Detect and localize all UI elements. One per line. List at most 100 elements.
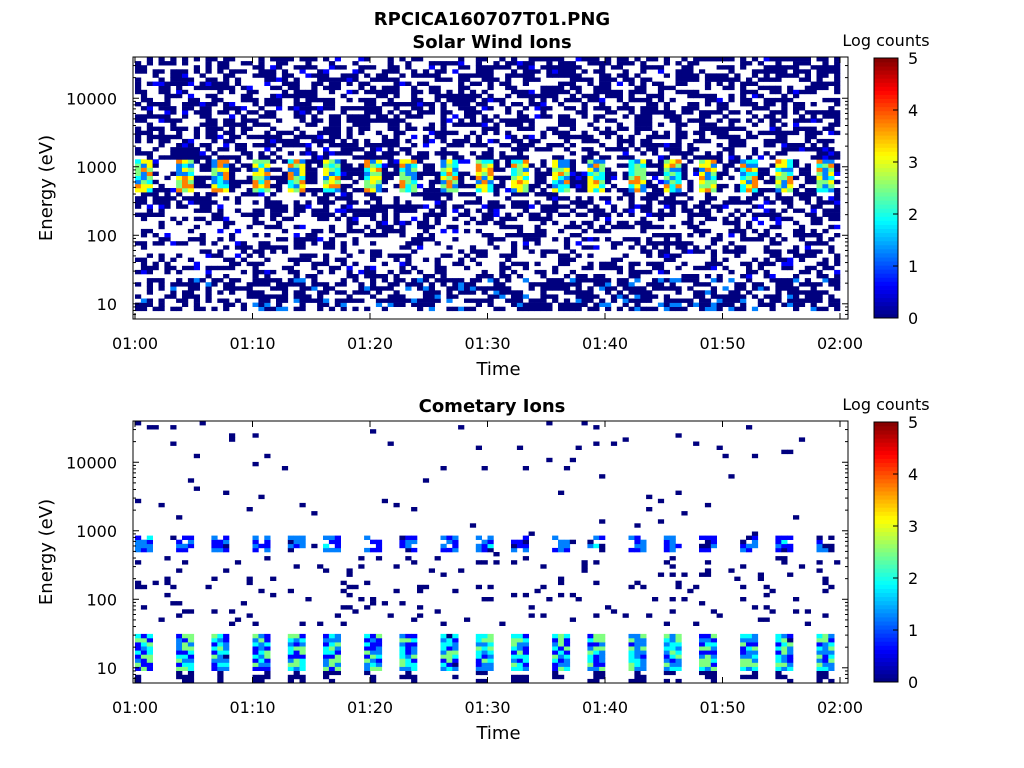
heatmap-cell (287, 678, 294, 684)
heatmap-cell (217, 69, 224, 74)
heatmap-cell (399, 265, 406, 271)
heatmap-cell (828, 188, 835, 193)
heatmap-cell (781, 261, 788, 267)
heatmap-cell (323, 642, 330, 647)
heatmap-cell (387, 147, 394, 152)
heatmap-cell (593, 306, 600, 312)
heatmap-cell (252, 249, 259, 254)
heatmap-cell (716, 81, 723, 86)
heatmap-cell (440, 535, 447, 540)
heatmap-cell (323, 658, 330, 663)
heatmap-cell (587, 196, 594, 201)
heatmap-cell (452, 114, 459, 119)
heatmap-cell (334, 670, 341, 676)
heatmap-cell (511, 666, 518, 671)
heatmap-cell (834, 57, 841, 62)
heatmap-cell (469, 93, 477, 99)
heatmap-cell (640, 539, 647, 545)
heatmap-cell (516, 650, 524, 655)
heatmap-cell (311, 151, 318, 156)
heatmap-cell (634, 547, 641, 553)
heatmap-cell (751, 151, 759, 156)
heatmap-cell (540, 294, 547, 299)
heatmap-cell (781, 163, 788, 168)
colorbar-step (874, 285, 898, 290)
heatmap-cell (793, 290, 800, 295)
heatmap-cell (428, 126, 435, 131)
heatmap-cell (452, 130, 459, 136)
heatmap-cell (405, 269, 412, 275)
heatmap-cell (211, 282, 218, 287)
heatmap-cell (528, 102, 535, 107)
heatmap-cell (781, 183, 788, 189)
heatmap-cell (434, 192, 441, 197)
heatmap-cell (546, 106, 553, 111)
heatmap-cell (699, 200, 706, 205)
heatmap-cell (182, 678, 189, 684)
heatmap-cell (493, 126, 500, 131)
heatmap-cell (640, 167, 647, 172)
heatmap-cell (798, 196, 806, 201)
heatmap-cell (440, 654, 447, 659)
heatmap-cell (187, 278, 195, 283)
heatmap-cell (187, 200, 195, 205)
heatmap-cell (734, 294, 741, 299)
heatmap-cell (205, 118, 212, 123)
heatmap-cell (440, 151, 447, 156)
heatmap-cell (258, 134, 265, 140)
heatmap-cell (552, 200, 559, 205)
heatmap-cell (699, 134, 706, 140)
heatmap-cell (828, 302, 835, 307)
heatmap-cell (599, 302, 606, 307)
heatmap-cell (622, 114, 629, 119)
heatmap-cell (781, 216, 788, 222)
heatmap-cell (834, 200, 841, 205)
heatmap-cell (182, 106, 189, 111)
heatmap-cell (628, 245, 635, 250)
heatmap-cell (252, 642, 259, 647)
heatmap-cell (516, 122, 524, 127)
heatmap-cell (164, 118, 171, 123)
heatmap-cell (563, 241, 571, 246)
heatmap-cell (287, 269, 294, 275)
heatmap-cell (364, 535, 371, 540)
heatmap-cell (499, 183, 506, 189)
heatmap-cell (229, 171, 236, 176)
heatmap-cell (299, 286, 306, 291)
heatmap-cell (475, 143, 482, 148)
heatmap-cell (563, 134, 571, 140)
heatmap-cell (622, 220, 629, 226)
heatmap-cell (699, 126, 706, 131)
heatmap-cell (381, 601, 388, 606)
heatmap-cell (605, 237, 612, 242)
heatmap-cell (816, 261, 823, 267)
heatmap-cell (552, 638, 559, 643)
heatmap-cell (575, 57, 582, 62)
heatmap-cell (540, 306, 547, 312)
heatmap-cell (693, 282, 700, 287)
heatmap-cell (593, 294, 600, 299)
colorbar-step (874, 66, 898, 71)
heatmap-cell (182, 290, 189, 295)
heatmap-cell (505, 233, 512, 238)
heatmap-cell (405, 674, 412, 680)
heatmap-cell (704, 183, 712, 189)
heatmap-cell (135, 658, 142, 663)
heatmap-cell (499, 151, 506, 156)
heatmap-cell (405, 147, 412, 152)
heatmap-cell (704, 208, 712, 213)
y-axis-label: Energy (eV) (36, 135, 57, 241)
heatmap-cell (176, 269, 183, 275)
heatmap-cell (328, 192, 336, 197)
heatmap-cell (822, 126, 829, 131)
heatmap-cell (575, 89, 582, 95)
heatmap-cell (264, 204, 271, 209)
heatmap-cell (693, 302, 700, 307)
colorbar-step (874, 281, 898, 286)
heatmap-cell (816, 298, 823, 303)
heatmap-cell (217, 167, 224, 172)
heatmap-cell (140, 228, 148, 234)
x-tick-label: 01:20 (347, 334, 393, 353)
heatmap-cell (505, 196, 512, 201)
heatmap-cell (375, 73, 383, 78)
